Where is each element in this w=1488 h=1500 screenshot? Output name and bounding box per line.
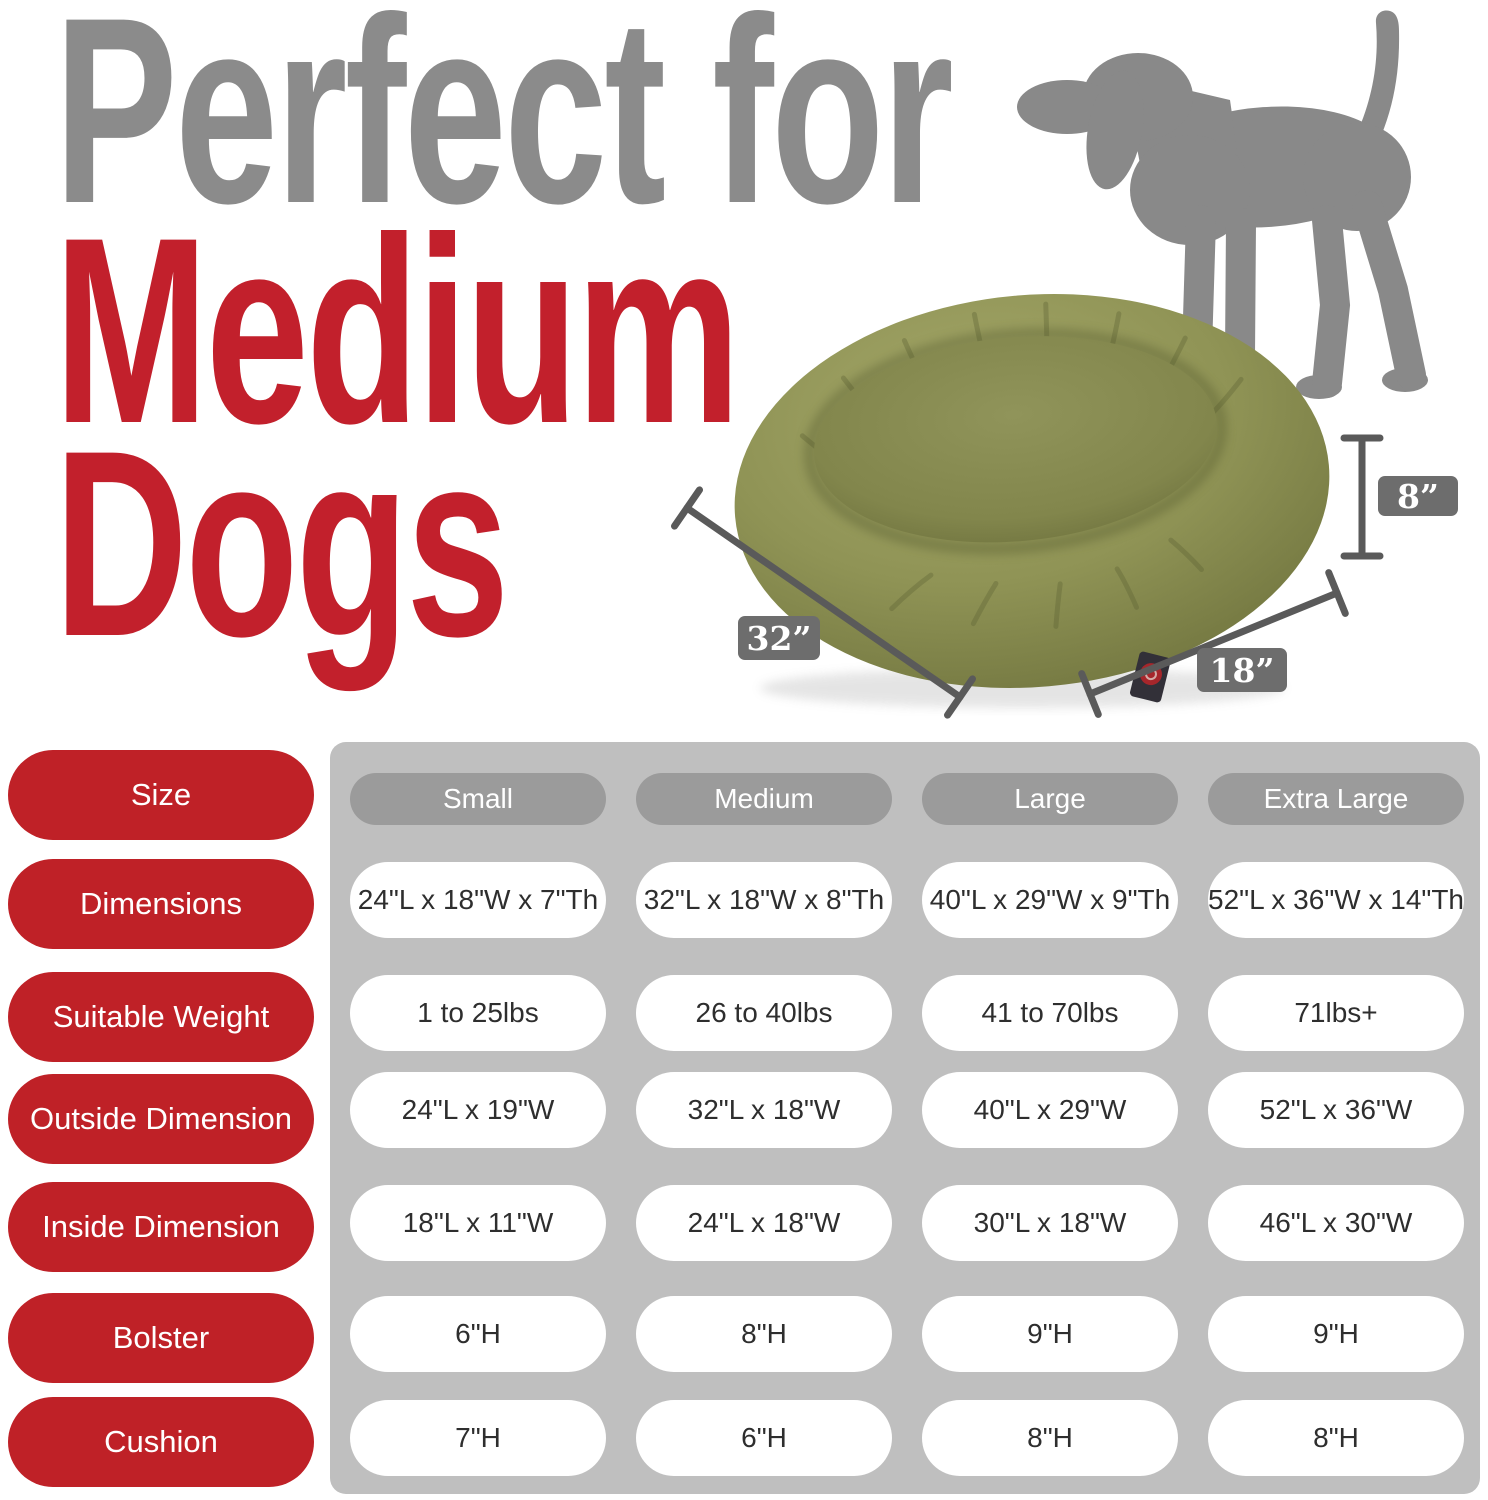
table-row-dimensions: 24"L x 18"W x 7"Th 32"L x 18"W x 8"Th 40…	[350, 862, 1464, 938]
cell-inside-medium: 24"L x 18"W	[636, 1185, 892, 1261]
row-label-bolster: Bolster	[8, 1293, 314, 1383]
size-chart-header-row: Small Medium Large Extra Large	[350, 773, 1464, 825]
size-chart-panel: Small Medium Large Extra Large 24"L x 18…	[330, 742, 1480, 1494]
row-label-size: Size	[8, 750, 314, 840]
column-header-extra-large: Extra Large	[1208, 773, 1464, 825]
cell-outside-large: 40"L x 29"W	[922, 1072, 1178, 1148]
cell-inside-large: 30"L x 18"W	[922, 1185, 1178, 1261]
length-dimension-label: 32”	[738, 616, 820, 660]
height-dimension-label: 8”	[1378, 476, 1458, 516]
cell-bolster-extra-large: 9"H	[1208, 1296, 1464, 1372]
table-row-suitable-weight: 1 to 25lbs 26 to 40lbs 41 to 70lbs 71lbs…	[350, 975, 1464, 1051]
cell-inside-small: 18"L x 11"W	[350, 1185, 606, 1261]
row-label-outside-dimension: Outside Dimension	[8, 1074, 314, 1164]
cell-outside-small: 24"L x 19"W	[350, 1072, 606, 1148]
row-label-suitable-weight: Suitable Weight	[8, 972, 314, 1062]
cell-inside-extra-large: 46"L x 30"W	[1208, 1185, 1464, 1261]
row-label-cushion: Cushion	[8, 1397, 314, 1487]
headline-line-3: Dogs	[54, 396, 509, 692]
headline-line-1: Perfect for	[54, 0, 954, 259]
cell-weight-large: 41 to 70lbs	[922, 975, 1178, 1051]
row-label-inside-dimension: Inside Dimension	[8, 1182, 314, 1272]
cell-outside-medium: 32"L x 18"W	[636, 1072, 892, 1148]
column-header-medium: Medium	[636, 773, 892, 825]
cell-dimensions-medium: 32"L x 18"W x 8"Th	[636, 862, 892, 938]
cell-dimensions-large: 40"L x 29"W x 9"Th	[922, 862, 1178, 938]
cell-cushion-small: 7"H	[350, 1400, 606, 1476]
cell-weight-extra-large: 71lbs+	[1208, 975, 1464, 1051]
cell-bolster-small: 6"H	[350, 1296, 606, 1372]
row-label-dimensions: Dimensions	[8, 859, 314, 949]
column-header-small: Small	[350, 773, 606, 825]
cell-cushion-medium: 6"H	[636, 1400, 892, 1476]
depth-dimension-label: 18”	[1197, 648, 1287, 692]
column-header-large: Large	[922, 773, 1178, 825]
headline-line-2: Medium	[54, 183, 741, 479]
table-row-inside-dimension: 18"L x 11"W 24"L x 18"W 30"L x 18"W 46"L…	[350, 1185, 1464, 1261]
dimension-lines	[671, 434, 1384, 719]
cell-outside-extra-large: 52"L x 36"W	[1208, 1072, 1464, 1148]
table-row-outside-dimension: 24"L x 19"W 32"L x 18"W 40"L x 29"W 52"L…	[350, 1072, 1464, 1148]
table-row-cushion: 7"H 6"H 8"H 8"H	[350, 1400, 1464, 1476]
cell-dimensions-small: 24"L x 18"W x 7"Th	[350, 862, 606, 938]
cell-weight-medium: 26 to 40lbs	[636, 975, 892, 1051]
cell-dimensions-extra-large: 52"L x 36"W x 14"Th	[1208, 862, 1464, 938]
cell-cushion-large: 8"H	[922, 1400, 1178, 1476]
dog-bed-image	[734, 294, 1330, 708]
cell-cushion-extra-large: 8"H	[1208, 1400, 1464, 1476]
bed-cushion	[813, 336, 1217, 543]
cell-bolster-large: 9"H	[922, 1296, 1178, 1372]
table-row-bolster: 6"H 8"H 9"H 9"H	[350, 1296, 1464, 1372]
cell-bolster-medium: 8"H	[636, 1296, 892, 1372]
cell-weight-small: 1 to 25lbs	[350, 975, 606, 1051]
